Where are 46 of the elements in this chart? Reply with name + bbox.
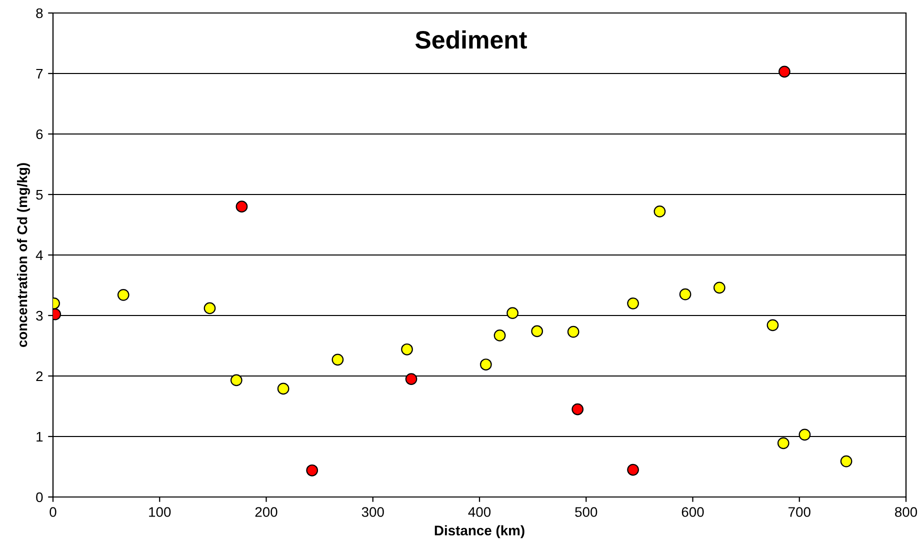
point [405,373,418,385]
point [572,403,584,416]
point [777,437,790,450]
point [778,66,790,78]
point [332,354,344,366]
y-tick-label: 4 [36,250,43,260]
x-tick-label: 400 [468,507,491,517]
point [230,374,242,386]
point [654,206,666,218]
point [679,288,692,300]
y-tick-label: 1 [36,432,43,442]
y-tick-label: 8 [36,8,43,18]
point [494,330,506,342]
point [798,428,811,441]
point [531,325,544,338]
x-tick-label: 0 [50,507,56,517]
point [840,455,852,468]
point [236,200,248,213]
x-tick-label: 300 [362,507,384,517]
x-tick-label: 500 [575,507,598,517]
point [713,282,726,294]
point [204,302,216,314]
point [506,307,518,320]
x-axis-title: Distance (km) [434,525,524,538]
y-tick-label: 7 [36,68,43,79]
point [627,297,639,310]
y-axis-title: concentration of Cd (mg/kg) [16,163,30,348]
point [401,343,413,356]
point [117,288,130,301]
point [627,464,639,476]
point [277,382,290,395]
x-tick-label: 800 [895,507,918,517]
x-tick-label: 100 [149,507,171,517]
y-tick-label: 3 [36,310,43,321]
y-tick-label: 0 [36,492,43,502]
point [480,358,492,370]
x-tick-label: 600 [682,507,704,517]
y-tick-label: 5 [36,190,43,200]
point [306,464,318,476]
y-tick-label: 2 [36,371,43,382]
x-tick-label: 200 [255,507,278,517]
point [567,326,580,338]
point [766,319,779,332]
text: Sediment [415,30,527,49]
x-tick-label: 700 [788,507,810,517]
y-tick-label: 6 [36,129,43,140]
